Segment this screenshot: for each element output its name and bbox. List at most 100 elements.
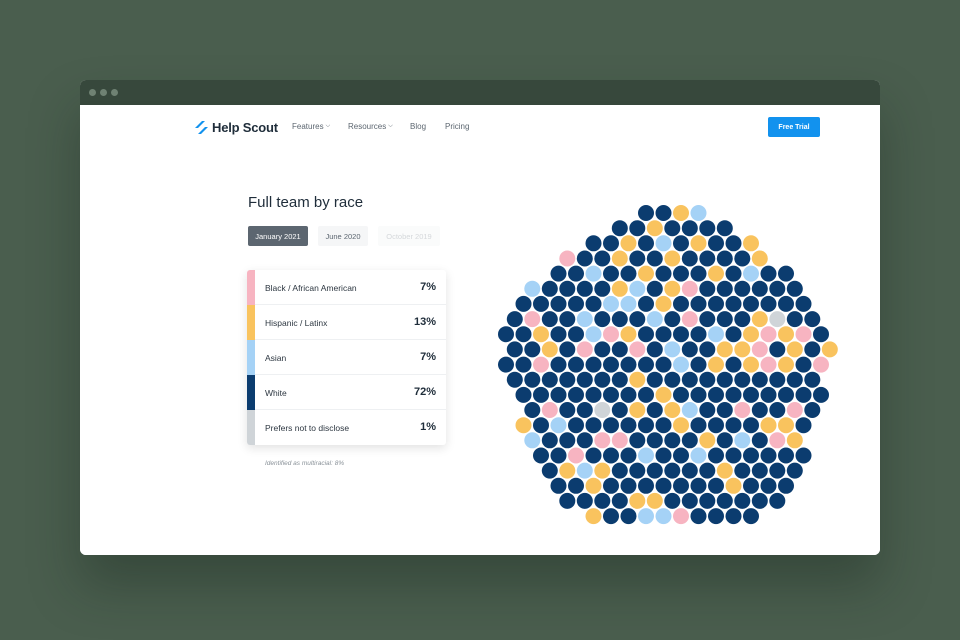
team-member-dot [786,402,803,418]
team-member-dot [629,432,646,449]
team-member-dot [620,265,637,282]
team-member-dot [804,402,821,418]
team-member-dot [603,265,619,282]
team-member-dot [559,492,576,509]
team-member-dot [716,311,733,328]
tab-october-2019[interactable]: October 2019 [378,226,440,246]
team-member-dot [646,371,663,388]
team-member-dot [541,371,558,388]
team-member-dot [751,462,768,479]
team-member-dot [778,326,794,343]
team-member-dot [690,235,707,252]
team-member-dot [646,250,663,267]
team-member-dot [673,417,689,434]
nav-features[interactable]: Features ⌵ [292,122,330,131]
team-member-dot [620,326,637,343]
team-member-dot [664,220,681,237]
team-member-dot [786,341,803,358]
free-trial-button[interactable]: Free Trial [768,117,820,137]
team-member-dot [611,462,628,479]
team-member-dot [576,402,593,418]
team-member-dot [778,417,794,434]
race-bubble-chart [498,205,838,525]
team-member-dot [655,508,672,525]
race-percent: 13% [413,316,436,328]
team-member-dot [646,341,663,358]
team-member-dot [603,326,619,343]
team-member-dot [585,417,602,434]
team-member-dot [655,417,672,434]
nav-blog[interactable]: Blog [410,122,426,131]
team-member-dot [708,477,724,494]
team-member-dot [681,250,698,267]
team-member-dot [690,386,707,403]
team-member-dot [515,356,532,373]
team-member-dot [506,371,523,388]
team-member-dot [559,341,576,358]
team-member-dot [620,356,637,373]
team-member-dot [585,265,602,282]
team-member-dot [638,356,654,373]
team-member-dot [734,492,751,509]
team-member-dot [559,402,576,418]
team-member-dot [795,356,812,373]
team-member-dot [646,432,663,449]
main-content [80,150,880,555]
brand-logo[interactable]: Help Scout [194,118,278,136]
team-member-dot [576,462,593,479]
team-member-dot [690,447,707,464]
nav-pricing[interactable]: Pricing [445,122,469,131]
race-percent: 72% [413,386,436,398]
nav-item-label: Resources [348,122,387,131]
color-swatch [247,270,255,305]
team-member-dot [778,386,794,403]
nav-resources[interactable]: Resources ⌵ [348,122,393,131]
brand-name: Help Scout [212,119,278,135]
team-member-dot [594,280,611,297]
team-member-dot [603,508,619,525]
team-member-dot [708,356,724,373]
team-member-dot [576,280,593,297]
team-member-dot [576,250,593,267]
team-member-dot [524,280,541,297]
team-member-dot [559,311,576,328]
tab-january-2021[interactable]: January 2021 [248,226,308,246]
team-member-dot [778,447,794,464]
team-member-dot [646,492,663,509]
team-member-dot [795,386,812,403]
team-member-dot [699,250,716,267]
team-member-dot [795,295,812,312]
team-member-dot [760,417,777,434]
team-member-dot [751,250,768,267]
team-member-dot [655,205,672,221]
team-member-dot [611,280,628,297]
team-member-dot [760,447,777,464]
team-member-dot [576,311,593,328]
team-member-dot [611,220,628,237]
team-member-dot [804,341,821,358]
team-member-dot [681,402,698,418]
race-breakdown-card: Black / African American 7% Hispanic / L… [247,270,446,445]
race-percent: 7% [420,281,436,293]
team-member-dot [568,295,584,312]
team-member-dot [629,280,646,297]
nav-item-label: Features [292,122,324,131]
team-member-dot [690,417,707,434]
team-member-dot [541,311,558,328]
team-member-dot [550,295,567,312]
window-dot-icon[interactable] [111,89,118,96]
tab-june-2020[interactable]: June 2020 [318,226,368,246]
team-member-dot [769,371,786,388]
team-member-dot [673,235,689,252]
team-member-dot [743,235,759,252]
team-member-dot [760,356,777,373]
team-member-dot [734,250,751,267]
window-dot-icon[interactable] [89,89,96,96]
team-member-dot [576,432,593,449]
race-label: Asian [265,353,287,363]
team-member-dot [699,402,716,418]
team-member-dot [725,508,742,525]
window-dot-icon[interactable] [100,89,107,96]
team-member-dot [611,371,628,388]
team-member-dot [778,265,794,282]
